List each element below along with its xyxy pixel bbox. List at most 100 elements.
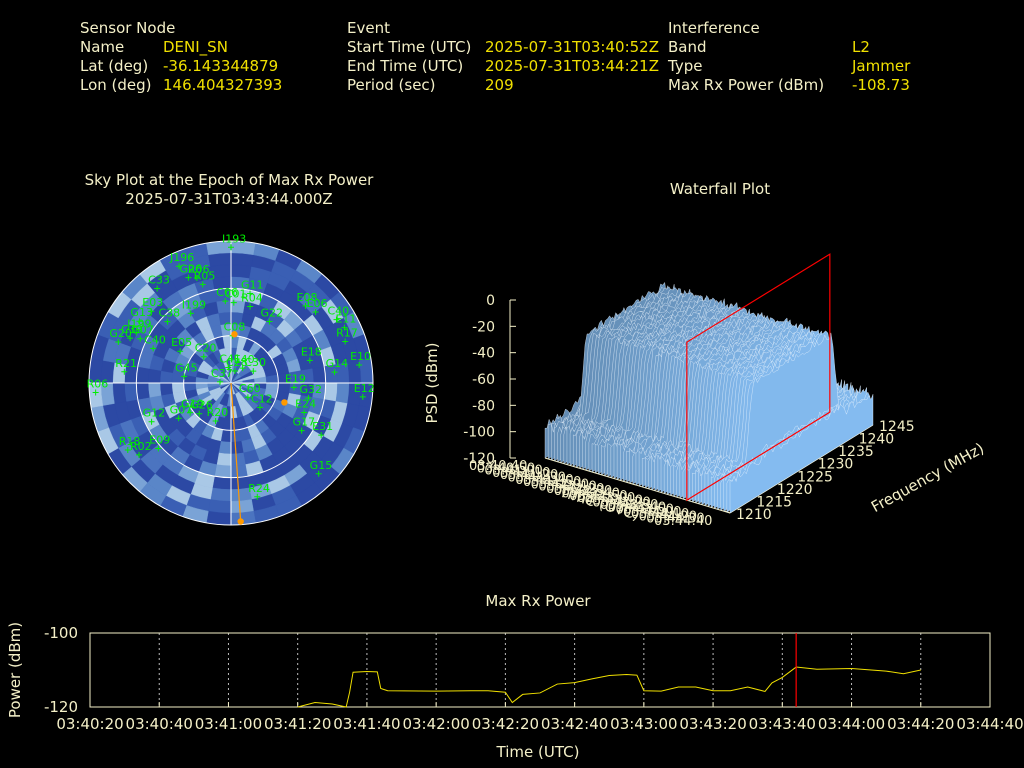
waterfall-time-tick-label: 03:41:00 bbox=[484, 464, 542, 479]
satellite-marker bbox=[217, 378, 224, 385]
satellite-marker bbox=[164, 318, 171, 325]
waterfall-freq-tick-label: 1220 bbox=[777, 482, 813, 498]
satellite-label: R06 bbox=[87, 377, 109, 390]
satellite-marker bbox=[298, 427, 305, 434]
satellite-label: E31 bbox=[312, 420, 333, 433]
satellite-marker bbox=[228, 244, 234, 251]
waterfall-time-tick-label: 03:44:20 bbox=[639, 509, 697, 524]
interference-heading: Interference bbox=[668, 19, 760, 37]
maxrx-series-line bbox=[297, 666, 921, 708]
satellite-label: I199 bbox=[182, 298, 206, 311]
satellite-label: E06 bbox=[307, 297, 328, 310]
satellite-marker bbox=[244, 394, 251, 401]
satellite-label: R20 bbox=[207, 406, 229, 419]
satellite-label: C40 bbox=[327, 305, 349, 318]
satellite-label: G45 bbox=[175, 361, 198, 374]
satellite-label: C20 bbox=[195, 342, 217, 355]
satellite-label: C37 bbox=[211, 367, 233, 380]
sensor-heading: Sensor Node bbox=[80, 19, 176, 37]
satellite-label: G07 bbox=[131, 324, 154, 337]
skyplot-subtitle: 2025-07-31T03:43:44.000Z bbox=[125, 190, 333, 208]
sky-cell bbox=[147, 382, 162, 398]
satellite-label: C38 bbox=[158, 307, 180, 320]
waterfall-time-tick-label: 03:41:40 bbox=[515, 473, 573, 488]
maxrx-x-tick-label: 03:40:40 bbox=[126, 715, 193, 733]
sky-cell bbox=[136, 382, 150, 400]
waterfall-freq-tick-label: 1235 bbox=[838, 444, 874, 460]
sensor-name-value: DENI_SN bbox=[163, 38, 228, 56]
satellite-label: R02 bbox=[130, 440, 152, 453]
waterfall-time-tick-label: 03:43:30 bbox=[600, 498, 658, 513]
interference-type-value: Jammer bbox=[852, 57, 911, 75]
satellite-marker bbox=[341, 324, 348, 331]
satellite-marker bbox=[196, 410, 203, 417]
satellite-marker bbox=[185, 274, 192, 281]
satellite-label: C01 bbox=[225, 288, 247, 301]
jammer-point bbox=[281, 399, 288, 406]
skyplot-title: Sky Plot at the Epoch of Max Rx Power bbox=[84, 171, 374, 189]
satellite-label: C06 bbox=[216, 286, 238, 299]
sky-cell bbox=[230, 464, 248, 478]
waterfall-time-tick-label: 03:44:10 bbox=[631, 507, 689, 522]
satellite-label: E12 bbox=[354, 382, 375, 395]
sensor-name-label: Name bbox=[80, 38, 125, 56]
waterfall-time-tick-label: 03:43:10 bbox=[585, 493, 643, 508]
satellite-marker bbox=[124, 447, 131, 454]
satellite-label: E18 bbox=[301, 345, 322, 358]
sky-cell bbox=[323, 382, 338, 402]
sky-cell bbox=[208, 499, 232, 514]
sky-cell bbox=[230, 441, 244, 455]
satellite-marker bbox=[306, 357, 313, 364]
sky-cell bbox=[124, 382, 139, 402]
waterfall-title: Waterfall Plot bbox=[669, 180, 771, 198]
satellite-label: G22 bbox=[260, 306, 283, 319]
waterfall-z-tick-label: -40 bbox=[472, 346, 495, 362]
event-start-label: Start Time (UTC) bbox=[347, 38, 472, 56]
jammer-point bbox=[237, 518, 244, 525]
maxrx-y-tick-label: -100 bbox=[44, 624, 78, 642]
satellite-label: E19 bbox=[285, 372, 306, 385]
satellite-marker bbox=[193, 274, 200, 281]
satellite-label: C39 bbox=[121, 323, 143, 336]
waterfall-freq-tick-label: 1245 bbox=[879, 419, 915, 435]
satellite-label: G07 bbox=[170, 403, 193, 416]
waterfall-freq-tick-label: 1225 bbox=[797, 469, 833, 485]
waterfall-time-tick-label: 03:43:50 bbox=[615, 503, 673, 518]
waterfall-frequency-label: Frequency (MHz) bbox=[868, 439, 987, 516]
sky-cell bbox=[112, 382, 127, 404]
satellite-label: R18 bbox=[119, 435, 141, 448]
event-end-label: End Time (UTC) bbox=[347, 57, 464, 75]
satellite-label: E09 bbox=[149, 433, 170, 446]
satellite-marker bbox=[148, 308, 155, 315]
satellite-marker bbox=[254, 493, 261, 500]
event-end-value: 2025-07-31T03:44:21Z bbox=[485, 57, 659, 75]
satellite-label: G13 bbox=[130, 306, 153, 319]
satellite-marker bbox=[247, 303, 254, 310]
waterfall-z-tick-label: -100 bbox=[463, 425, 495, 441]
satellite-label: J196 bbox=[169, 251, 194, 264]
waterfall-time-tick-label: 03:41:10 bbox=[492, 466, 550, 481]
interference-maxrx-label: Max Rx Power (dBm) bbox=[668, 76, 825, 94]
waterfall-time-tick-label: 03:41:50 bbox=[523, 475, 581, 490]
sky-cell bbox=[230, 252, 254, 267]
satellite-label: G14 bbox=[326, 357, 349, 370]
satellite-label: C28 bbox=[226, 356, 248, 369]
waterfall-time-axis bbox=[544, 457, 731, 514]
sky-cell bbox=[312, 366, 326, 384]
satellite-marker bbox=[315, 470, 322, 477]
sky-cell bbox=[206, 510, 232, 525]
sky-cell bbox=[208, 252, 232, 267]
satellite-marker bbox=[176, 263, 183, 270]
satellite-marker bbox=[175, 415, 182, 422]
satellite-label: R17 bbox=[336, 326, 358, 339]
waterfall-freq-tick-label: 1210 bbox=[736, 507, 772, 523]
maxrx-y-label: Power (dBm) bbox=[6, 622, 24, 718]
sky-cell bbox=[335, 382, 350, 404]
maxrx-x-tick-label: 03:42:40 bbox=[541, 715, 608, 733]
waterfall-time-tick-label: 03:40:40 bbox=[469, 459, 527, 474]
satellite-marker bbox=[239, 365, 246, 372]
waterfall-time-tick-label: 03:42:30 bbox=[554, 484, 612, 499]
satellite-marker bbox=[154, 285, 161, 292]
satellite-marker bbox=[318, 432, 325, 439]
satellite-label: J199 bbox=[126, 318, 151, 331]
